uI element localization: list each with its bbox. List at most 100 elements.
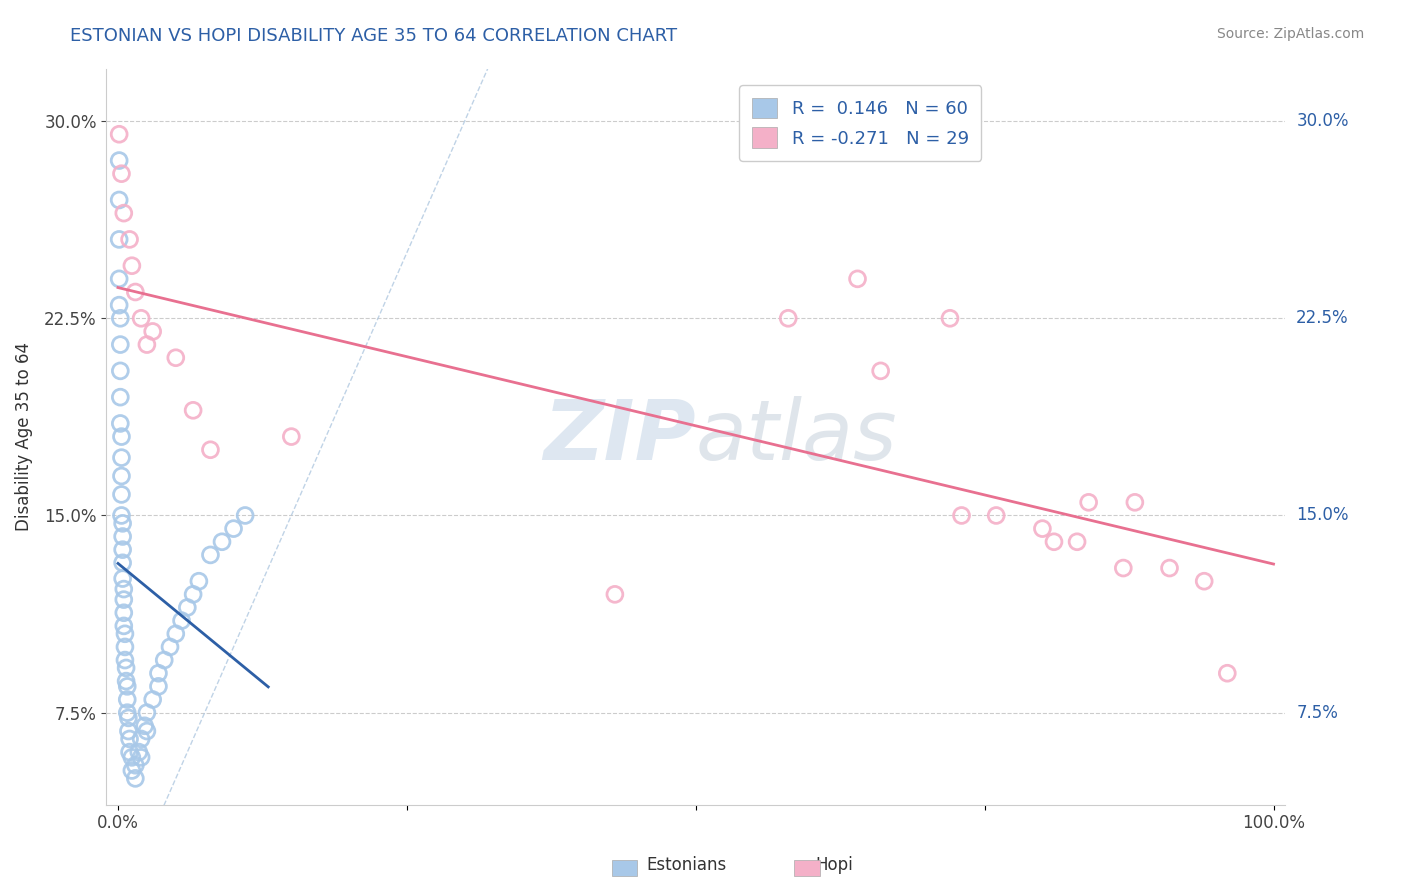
Point [108,232,131,246]
Point [110,311,132,326]
Point [110,364,132,378]
Point [112,606,135,620]
Point [986,508,1008,523]
Point [124,772,146,786]
Point [135,337,157,351]
Point [1112,561,1135,575]
Point [148,666,170,681]
Point [222,522,245,536]
Point [117,711,139,725]
Point [778,311,800,326]
Point [110,450,132,465]
Point [129,311,152,326]
Point [165,627,187,641]
Point [110,337,132,351]
Point [1216,666,1239,681]
Point [939,311,962,326]
Point [280,429,302,443]
Point [114,627,136,641]
Y-axis label: Disability Age 35 to 64: Disability Age 35 to 64 [15,343,32,531]
Point [121,764,143,778]
Point [1123,495,1146,509]
Point [108,272,131,286]
Point [129,750,152,764]
Point [112,592,135,607]
Point [114,640,136,654]
Point [110,390,132,404]
Point [114,653,136,667]
Point [603,587,626,601]
Point [200,548,222,562]
Point [1192,574,1215,589]
Point [134,719,156,733]
Point [121,259,143,273]
Point [128,745,150,759]
Point [165,351,187,365]
Point [950,508,973,523]
Point [111,516,134,531]
Point [110,487,132,501]
Point [124,285,146,299]
Point [148,679,170,693]
Point [117,679,139,693]
Text: 30.0%: 30.0% [1296,112,1348,130]
Point [176,600,198,615]
Point [117,724,139,739]
Point [108,193,131,207]
Point [112,582,135,596]
Point [142,325,165,339]
Point [121,750,143,764]
Point [869,364,891,378]
Point [129,731,152,746]
Point [117,692,139,706]
Text: atlas: atlas [696,396,897,477]
Point [111,572,134,586]
Point [153,653,176,667]
Point [115,661,138,675]
Point [124,758,146,772]
Point [110,167,132,181]
Point [1066,534,1088,549]
Point [135,706,157,720]
Point [233,508,256,523]
Text: Estonians: Estonians [647,855,727,873]
Point [1043,534,1066,549]
Text: 7.5%: 7.5% [1296,704,1339,722]
Point [1159,561,1181,575]
Text: ESTONIAN VS HOPI DISABILITY AGE 35 TO 64 CORRELATION CHART: ESTONIAN VS HOPI DISABILITY AGE 35 TO 64… [70,27,678,45]
Text: ZIP: ZIP [543,396,696,477]
Text: 22.5%: 22.5% [1296,310,1348,327]
Text: 15.0%: 15.0% [1296,507,1348,524]
Point [1031,522,1053,536]
Point [846,272,869,286]
Text: Source: ZipAtlas.com: Source: ZipAtlas.com [1216,27,1364,41]
Point [118,731,141,746]
Point [117,706,139,720]
Legend: R =  0.146   N = 60, R = -0.271   N = 29: R = 0.146 N = 60, R = -0.271 N = 29 [740,85,981,161]
Point [108,153,131,168]
Point [111,542,134,557]
Point [110,417,132,431]
Point [1077,495,1099,509]
Point [135,724,157,739]
Point [118,232,141,246]
Point [108,128,131,142]
Point [111,556,134,570]
Point [181,403,204,417]
Point [118,745,141,759]
Point [110,429,132,443]
Point [112,619,135,633]
Point [181,587,204,601]
Point [110,508,132,523]
Point [187,574,209,589]
Point [112,206,135,220]
Point [211,534,233,549]
Point [159,640,181,654]
Point [108,298,131,312]
Text: Hopi: Hopi [815,855,853,873]
Point [200,442,222,457]
Point [110,469,132,483]
Point [170,614,193,628]
Point [115,674,138,689]
Point [111,529,134,543]
